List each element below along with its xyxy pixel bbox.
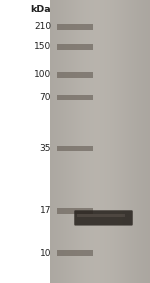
Text: 10: 10	[39, 249, 51, 258]
Bar	[57, 250, 93, 256]
Bar	[57, 146, 93, 151]
Bar	[57, 24, 93, 30]
Text: kDa: kDa	[30, 5, 51, 14]
Bar	[57, 95, 93, 100]
Text: 70: 70	[39, 93, 51, 102]
Bar	[57, 208, 93, 214]
Text: 100: 100	[34, 70, 51, 80]
Text: 35: 35	[39, 144, 51, 153]
Text: 150: 150	[34, 42, 51, 51]
Text: 17: 17	[39, 206, 51, 215]
Text: 210: 210	[34, 22, 51, 31]
FancyBboxPatch shape	[74, 210, 133, 226]
Bar	[76, 214, 125, 217]
Bar	[57, 44, 93, 50]
Bar	[57, 72, 93, 78]
